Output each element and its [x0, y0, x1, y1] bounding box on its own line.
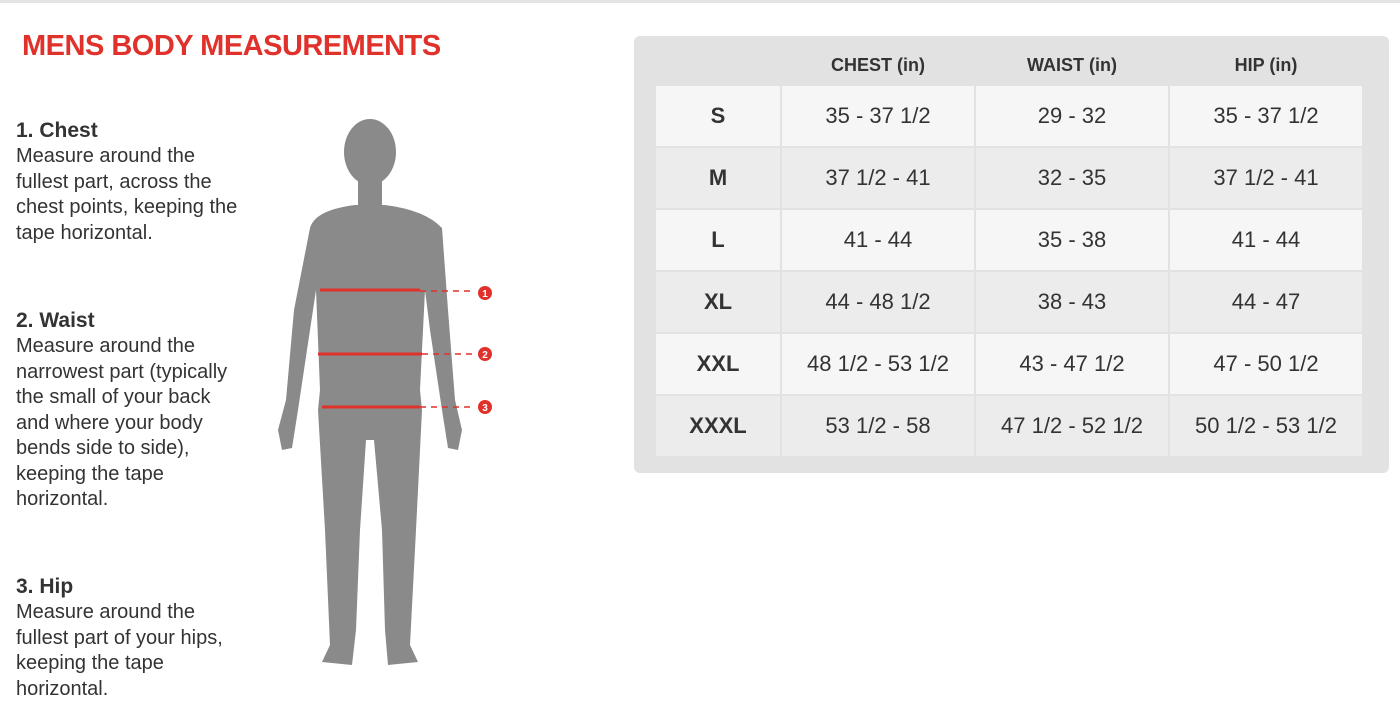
header-size: [655, 46, 781, 85]
cell-chest: 53 1/2 - 58: [780, 394, 976, 458]
marker-3-label: 3: [482, 403, 488, 414]
size-chart-panel: CHEST (in) WAIST (in) HIP (in) S 35 - 37 …: [634, 36, 1389, 473]
cell-waist: 38 - 43: [974, 270, 1170, 334]
marker-3: [478, 400, 492, 414]
cell-hip: 37 1/2 - 41: [1168, 146, 1364, 210]
cell-size: XXL: [654, 332, 782, 396]
instruction-heading: 1. Chest: [16, 119, 98, 142]
instruction-heading: 2. Waist: [16, 309, 95, 332]
cell-chest: 35 - 37 1/2: [780, 84, 976, 148]
instruction-hip: 3. Hip Measure around the fullest part o…: [16, 574, 246, 702]
cell-waist: 32 - 35: [974, 146, 1170, 210]
instruction-text: Measure around the fullest part, across …: [16, 145, 238, 244]
cell-hip: 50 1/2 - 53 1/2: [1168, 394, 1364, 458]
cell-chest: 37 1/2 - 41: [780, 146, 976, 210]
silhouette: [278, 119, 462, 665]
cell-size: M: [654, 146, 782, 210]
body-silhouette-figure: 1 2 3: [278, 119, 492, 665]
header-hip: HIP (in): [1234, 54, 1298, 75]
size-chart-table: CHEST (in) WAIST (in) HIP (in) S 35 - 37 …: [654, 46, 1364, 458]
instruction-text: Measure around the fullest part of your …: [16, 601, 223, 700]
cell-size: XL: [654, 270, 782, 334]
table-row: XXXL 53 1/2 - 58 47 1/2 - 52 1/2 50 1/2 - 5…: [654, 394, 1364, 458]
table-row: XXL 48 1/2 - 53 1/2 43 - 47 1/2 47 - 50 1/2: [654, 332, 1364, 396]
cell-chest: 48 1/2 - 53 1/2: [780, 332, 976, 396]
cell-chest: 44 - 48 1/2: [780, 270, 976, 334]
cell-waist: 47 1/2 - 52 1/2: [974, 394, 1170, 458]
cell-hip: 47 - 50 1/2: [1168, 332, 1364, 396]
header-waist: WAIST (in): [1027, 54, 1117, 75]
instruction-waist: 2. Waist Measure around the narrowest pa…: [16, 308, 246, 513]
instruction-chest: 1. Chest Measure around the fullest part…: [16, 118, 246, 246]
cell-waist: 35 - 38: [974, 208, 1170, 272]
marker-1-label: 1: [482, 289, 488, 300]
cell-hip: 44 - 47: [1168, 270, 1364, 334]
cell-hip: 35 - 37 1/2: [1168, 84, 1364, 148]
cell-size: S: [654, 84, 782, 148]
cell-waist: 29 - 32: [974, 84, 1170, 148]
cell-chest: 41 - 44: [780, 208, 976, 272]
instruction-text: Measure around the narrowest part (typic…: [16, 335, 228, 510]
instruction-heading: 3. Hip: [16, 575, 74, 598]
top-divider: [0, 0, 1400, 3]
header-row: CHEST (in) WAIST (in) HIP (in): [655, 46, 1363, 85]
cell-size: L: [654, 208, 782, 272]
table-row: S 35 - 37 1/2 29 - 32 35 - 37 1/2: [654, 84, 1364, 148]
header-chest: CHEST (in): [831, 54, 925, 75]
page-title: MENS BODY MEASUREMENTS: [22, 30, 441, 62]
table-row: XL 44 - 48 1/2 38 - 43 44 - 47: [654, 270, 1364, 334]
table-row: M 37 1/2 - 41 32 - 35 37 1/2 - 41: [654, 146, 1364, 210]
marker-1: [478, 286, 492, 300]
cell-hip: 41 - 44: [1168, 208, 1364, 272]
marker-2: [478, 347, 492, 361]
cell-waist: 43 - 47 1/2: [974, 332, 1170, 396]
cell-size: XXXL: [654, 394, 782, 458]
table-row: L 41 - 44 35 - 38 41 - 44: [654, 208, 1364, 272]
marker-2-label: 2: [482, 350, 488, 361]
